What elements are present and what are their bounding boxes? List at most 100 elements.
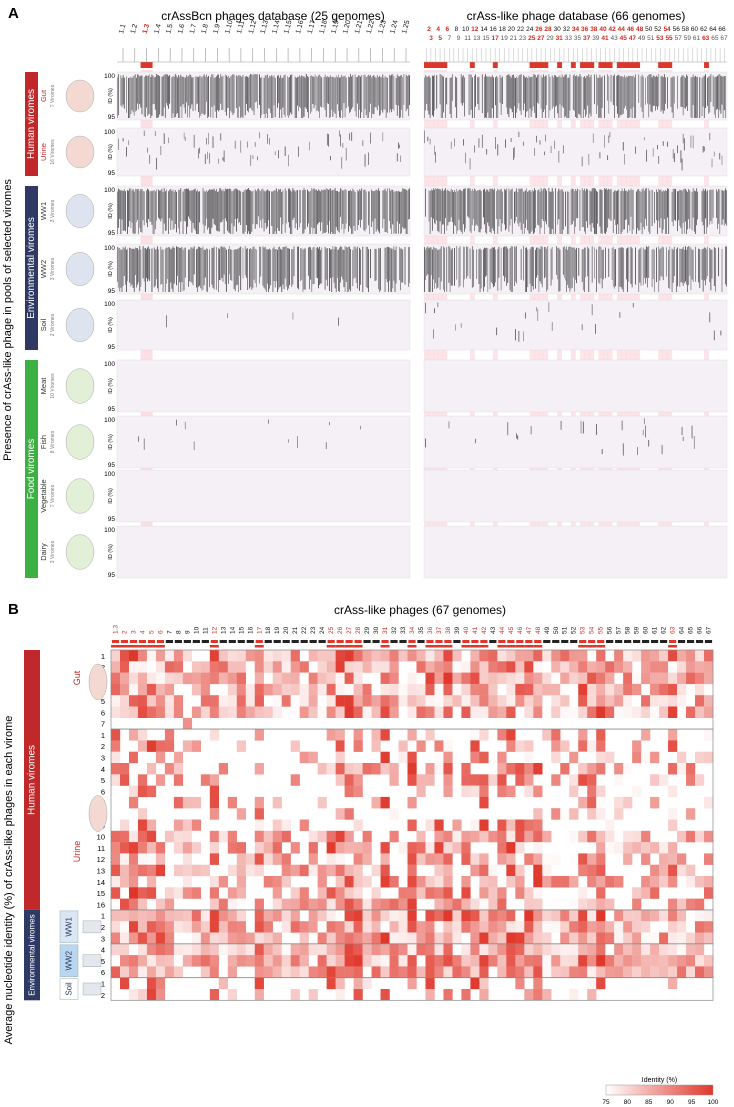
heatmap-cell bbox=[263, 842, 273, 854]
col-bar bbox=[309, 640, 317, 643]
db2-highlight-marker bbox=[492, 62, 498, 68]
legend-tick: 80 bbox=[624, 1099, 632, 1106]
heatmap-cell bbox=[578, 966, 588, 978]
heatmap-cell bbox=[461, 785, 471, 798]
heatmap-cell bbox=[272, 672, 282, 685]
heatmap-cell bbox=[335, 989, 345, 1001]
db2-highlight-marker bbox=[607, 62, 613, 68]
heatmap-col-label: 24 bbox=[319, 626, 326, 634]
heatmap-cell bbox=[227, 661, 237, 673]
heatmap-cell bbox=[479, 876, 489, 888]
heatmap-cell bbox=[416, 853, 426, 865]
heatmap-cell bbox=[443, 785, 453, 798]
heatmap-cell bbox=[650, 943, 660, 956]
heatmap-cell bbox=[623, 796, 633, 809]
virome-count: 3 Viromes bbox=[50, 199, 56, 222]
heatmap-col-label: 54 bbox=[589, 626, 596, 634]
heatmap-cell bbox=[425, 695, 435, 707]
heatmap-cell bbox=[533, 853, 543, 865]
heatmap-cell bbox=[587, 808, 597, 820]
heatmap-cell bbox=[425, 661, 435, 673]
db2-highlight-marker bbox=[603, 62, 608, 68]
heatmap-cell bbox=[686, 830, 696, 843]
heatmap-cell bbox=[470, 898, 480, 911]
heatmap-col-label: 32 bbox=[391, 626, 398, 634]
heatmap-col-label: 8 bbox=[175, 630, 182, 634]
col-bar bbox=[633, 640, 641, 643]
heatmap-cell bbox=[659, 955, 669, 967]
heatmap-cell bbox=[236, 672, 246, 685]
heatmap-cell bbox=[560, 695, 570, 707]
heatmap-cell bbox=[362, 853, 372, 865]
heatmap-row-label: 1 bbox=[101, 980, 105, 989]
heatmap-cell bbox=[416, 695, 426, 707]
heatmap-cell bbox=[560, 932, 570, 944]
heatmap-cell bbox=[479, 661, 489, 673]
presence-plot-bg bbox=[423, 415, 728, 469]
heatmap-cell bbox=[560, 740, 570, 752]
heatmap-cell bbox=[605, 898, 615, 911]
heatmap-cell bbox=[200, 672, 211, 685]
col-bar bbox=[444, 640, 452, 643]
heatmap-cell bbox=[632, 785, 642, 798]
heatmap-cell bbox=[623, 650, 633, 662]
heatmap-cell bbox=[560, 650, 570, 662]
heatmap-cell bbox=[506, 955, 516, 967]
heatmap-cell bbox=[587, 876, 597, 888]
heatmap-cell bbox=[470, 774, 480, 786]
heatmap-cell bbox=[290, 989, 300, 1001]
heatmap-cell bbox=[326, 943, 336, 956]
col-bar bbox=[156, 640, 165, 643]
heatmap-cell bbox=[524, 650, 534, 662]
heatmap-cell bbox=[317, 966, 327, 978]
col-highlight bbox=[533, 645, 543, 648]
heatmap-cell bbox=[443, 876, 453, 888]
heatmap-cell bbox=[641, 661, 651, 673]
heatmap-cell bbox=[434, 921, 444, 933]
heatmap-cell bbox=[425, 650, 435, 662]
heatmap-cell bbox=[686, 955, 696, 967]
heatmap-col-label: 28 bbox=[355, 626, 362, 634]
y-tick: 100 bbox=[104, 527, 115, 534]
heatmap-cell bbox=[245, 932, 255, 944]
heatmap-cell bbox=[128, 989, 139, 1001]
heatmap-cell bbox=[335, 864, 345, 877]
heatmap-cell bbox=[371, 763, 381, 775]
heatmap-cell bbox=[236, 955, 246, 967]
heatmap-cell bbox=[605, 876, 615, 888]
heatmap-cell bbox=[227, 955, 237, 967]
heatmap-cell bbox=[470, 661, 480, 673]
heatmap-cell bbox=[416, 785, 426, 798]
heatmap-cell bbox=[299, 921, 309, 933]
heatmap-cell bbox=[111, 763, 121, 775]
heatmap-cell bbox=[371, 661, 381, 673]
heatmap-cell bbox=[524, 672, 534, 685]
heatmap-cell bbox=[155, 864, 166, 877]
y-tick: 95 bbox=[108, 170, 116, 177]
heatmap-cell bbox=[488, 864, 498, 877]
heatmap-cell bbox=[371, 695, 381, 707]
y-tick: 95 bbox=[108, 288, 116, 295]
heatmap-cell bbox=[353, 695, 363, 707]
heatmap-cell bbox=[137, 842, 148, 854]
heatmap-cell bbox=[578, 898, 588, 911]
heatmap-cell bbox=[380, 921, 390, 933]
heatmap-cell bbox=[281, 672, 291, 685]
heatmap-cell bbox=[497, 740, 507, 752]
heatmap-cell bbox=[371, 706, 381, 718]
heatmap-cell bbox=[335, 672, 345, 685]
heatmap-cell bbox=[461, 989, 471, 1001]
heatmap-cell bbox=[308, 683, 318, 696]
col-bar bbox=[345, 640, 353, 643]
heatmap-cell bbox=[479, 921, 489, 933]
heatmap-cell bbox=[578, 706, 588, 718]
heatmap-cell bbox=[461, 943, 471, 956]
heatmap-cell bbox=[137, 966, 148, 978]
heatmap-cell bbox=[299, 864, 309, 877]
group-bar bbox=[25, 72, 38, 176]
heatmap-cell bbox=[317, 672, 327, 685]
heatmap-cell bbox=[173, 842, 184, 854]
col-bar bbox=[543, 640, 551, 643]
heatmap-cell bbox=[209, 808, 220, 820]
heatmap-cell bbox=[515, 977, 525, 990]
